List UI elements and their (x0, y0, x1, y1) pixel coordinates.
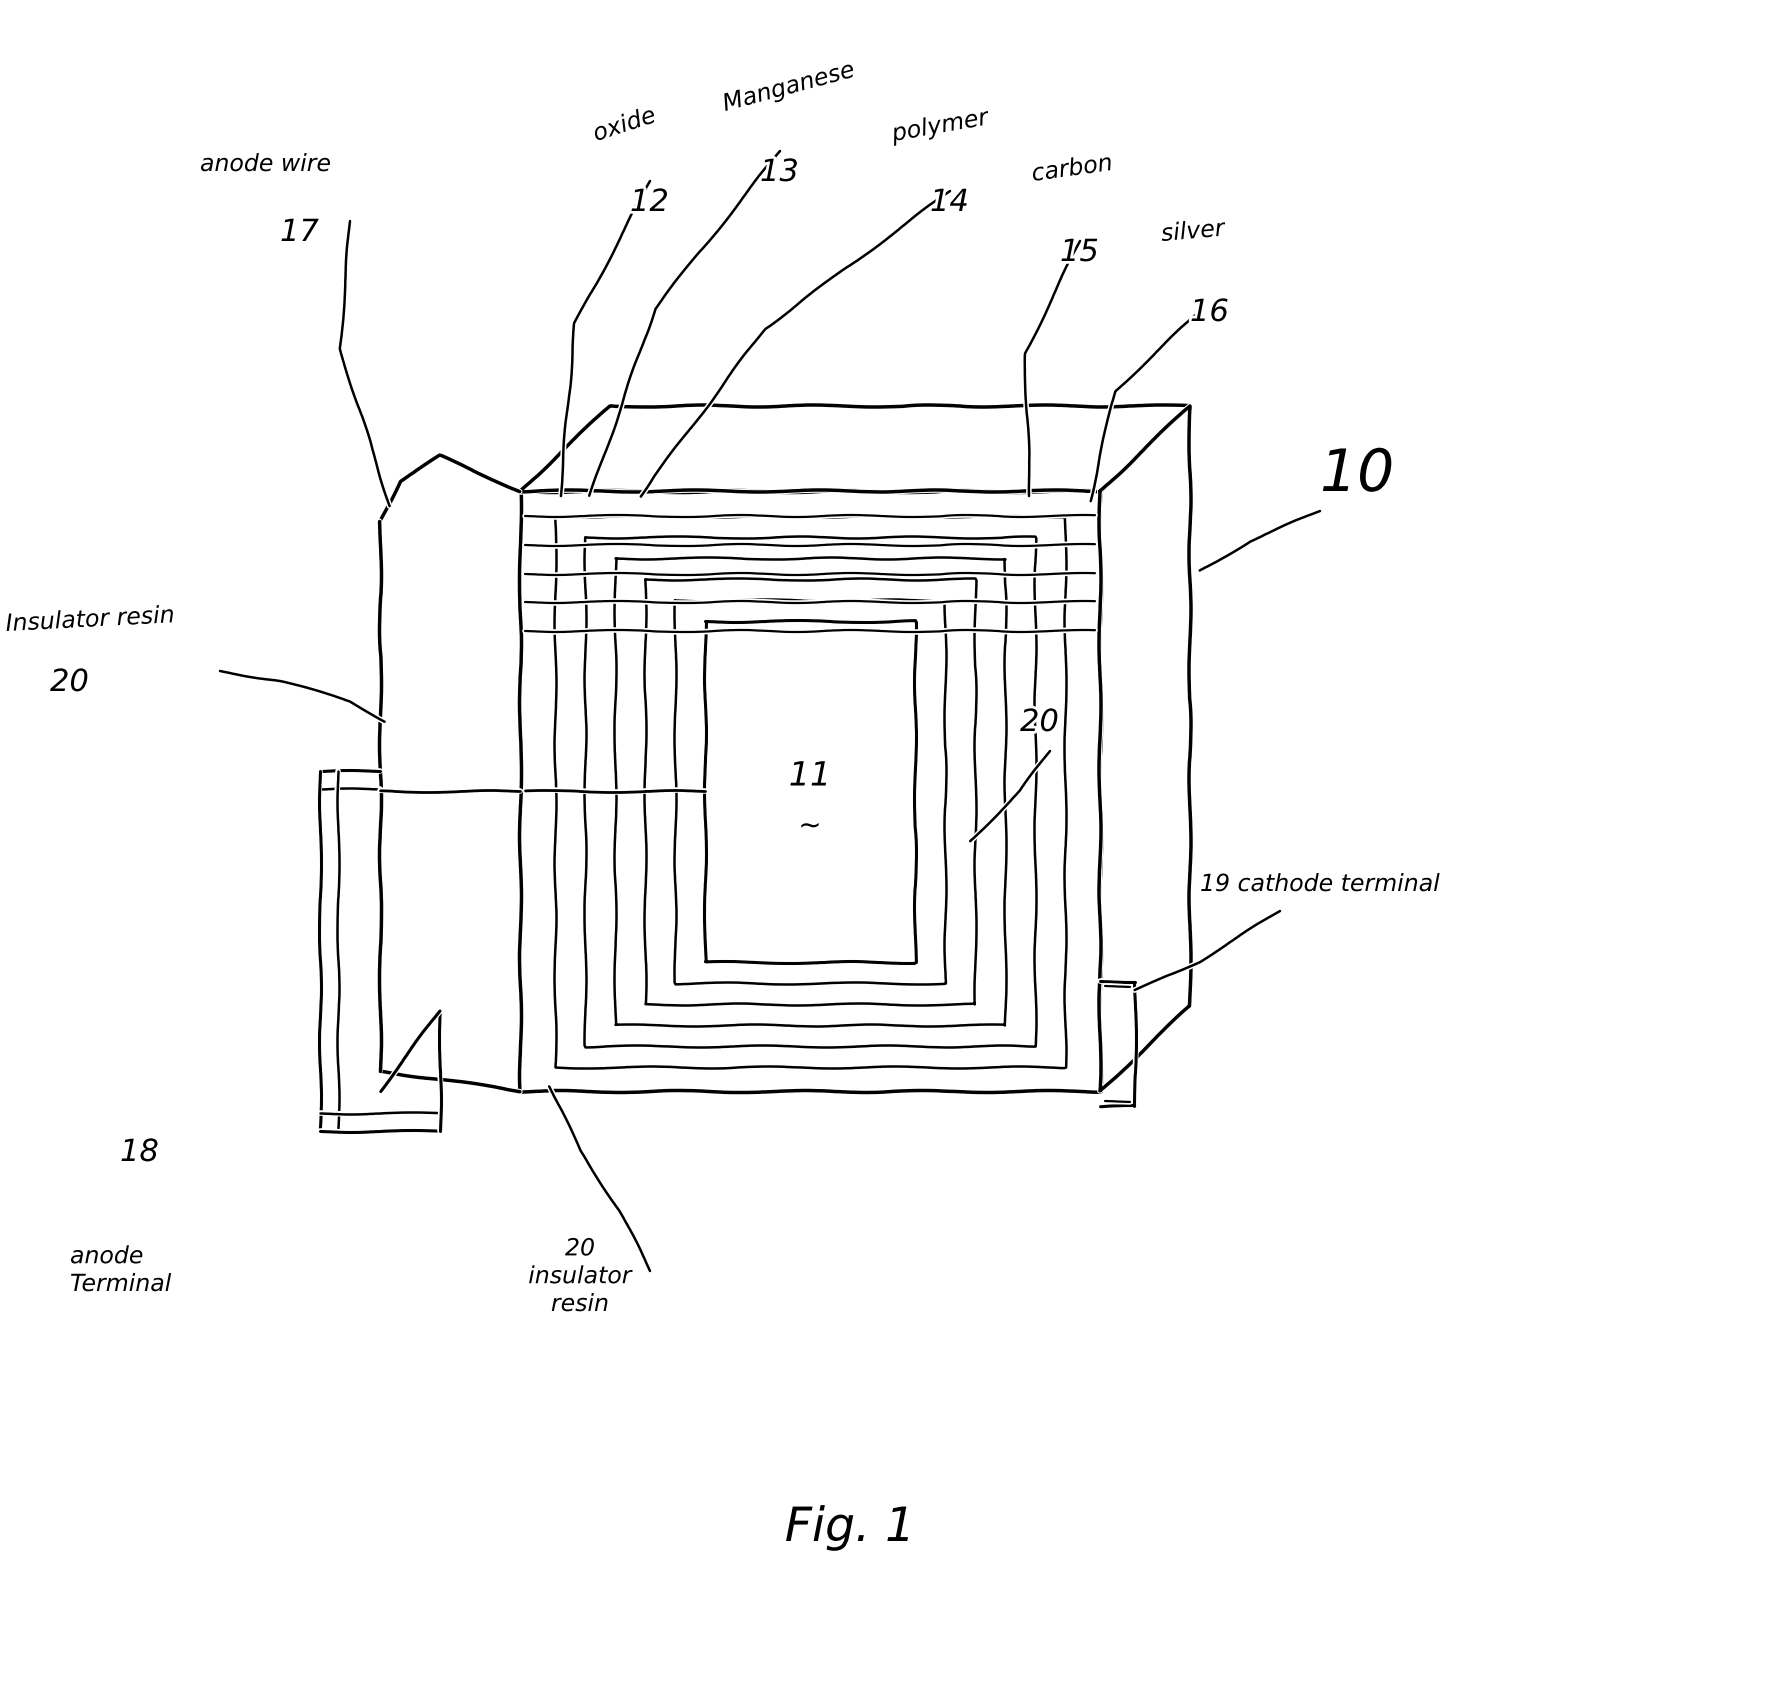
Text: ~: ~ (798, 812, 821, 840)
Text: oxide: oxide (590, 103, 660, 145)
Text: 13: 13 (761, 157, 800, 188)
Text: 20: 20 (1019, 709, 1058, 737)
Text: Manganese: Manganese (720, 57, 856, 117)
Text: Fig. 1: Fig. 1 (785, 1507, 915, 1551)
Text: 14: 14 (931, 188, 968, 216)
Text: 19 cathode terminal: 19 cathode terminal (1200, 873, 1440, 896)
Text: 11: 11 (789, 759, 832, 793)
Text: 15: 15 (1060, 238, 1099, 267)
Text: 20: 20 (50, 668, 89, 697)
Text: Insulator resin: Insulator resin (5, 604, 176, 636)
Text: anode wire: anode wire (200, 152, 332, 176)
Text: 18: 18 (121, 1138, 160, 1167)
Text: 12: 12 (629, 188, 668, 216)
Text: polymer: polymer (890, 105, 989, 145)
Text: silver: silver (1160, 216, 1225, 245)
Text: 10: 10 (1321, 446, 1394, 502)
Text: 17: 17 (280, 218, 319, 247)
Text: 20
insulator
resin: 20 insulator resin (528, 1236, 631, 1316)
Text: 16: 16 (1190, 298, 1229, 326)
Text: anode
Terminal: anode Terminal (69, 1245, 172, 1295)
Text: carbon: carbon (1030, 150, 1113, 186)
